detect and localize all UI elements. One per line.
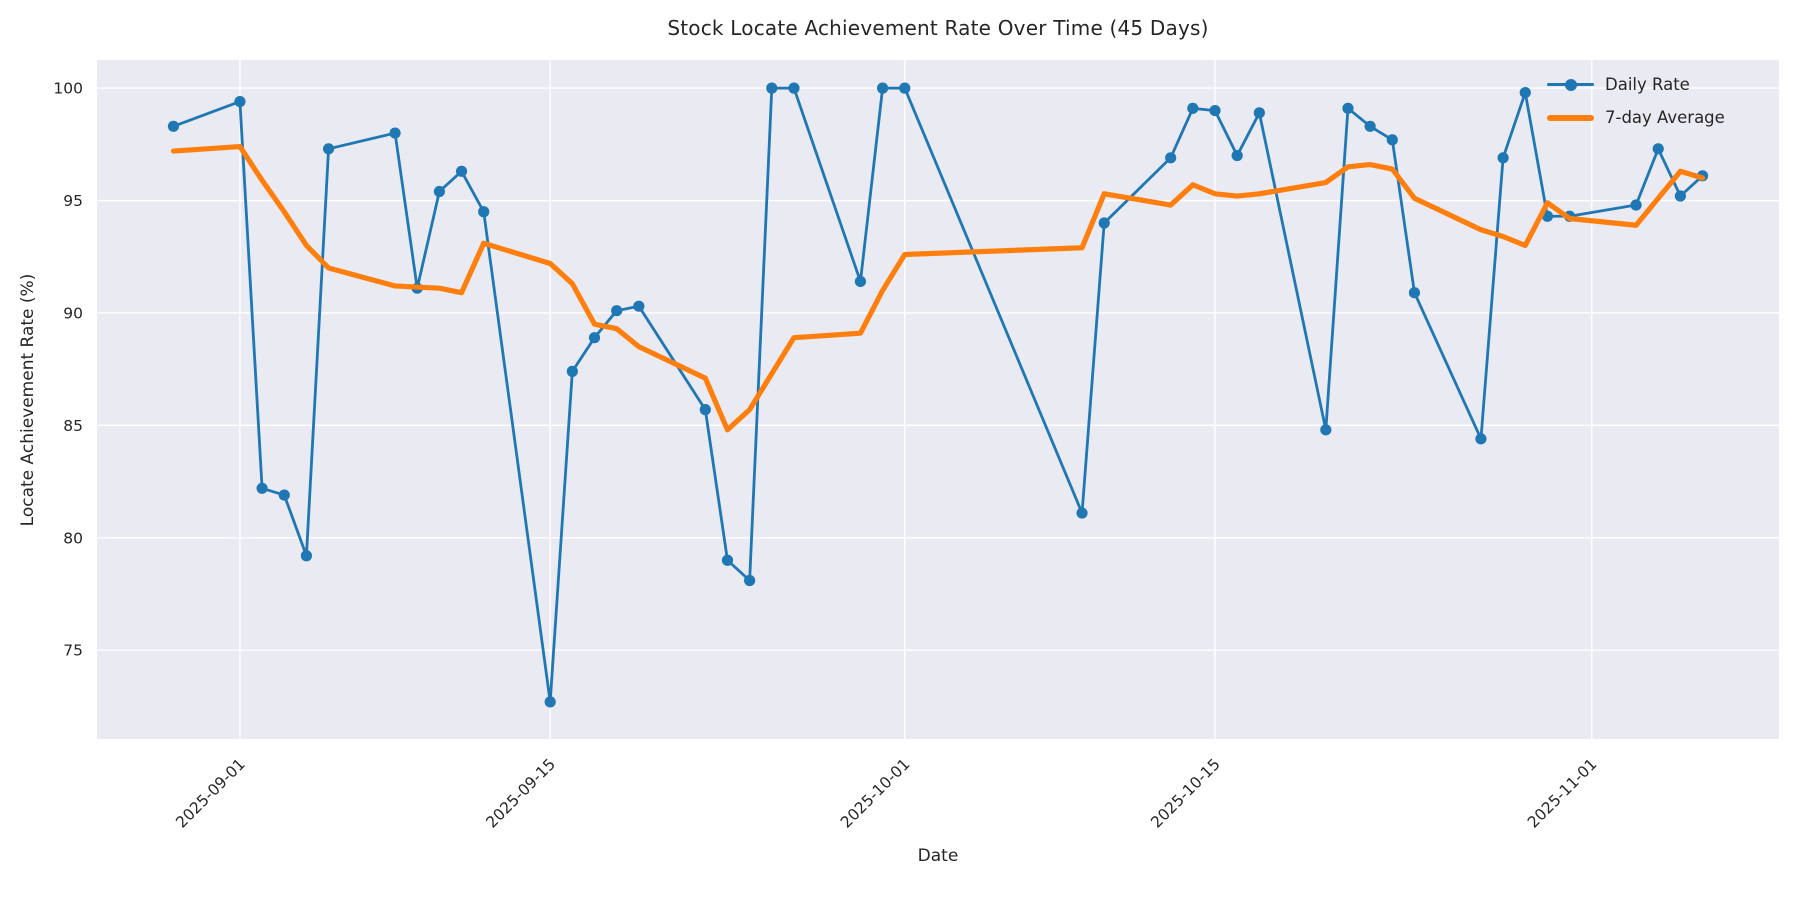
daily-rate-point [744, 574, 756, 587]
daily-rate-point [1630, 199, 1642, 211]
daily-rate-point [876, 82, 889, 94]
y-tick-label: 80 [63, 529, 83, 547]
x-tick-label: 2025-09-01 [172, 755, 248, 831]
daily-rate-point [278, 489, 290, 501]
plot-area-background [97, 60, 1779, 739]
daily-rate-point [1408, 287, 1421, 299]
daily-rate-point [788, 82, 800, 94]
daily-rate-point [699, 404, 711, 416]
y-tick-label: 100 [53, 80, 83, 98]
daily-rate-point [766, 82, 778, 94]
daily-rate-point [1209, 104, 1221, 117]
legend-label-7day-average: 7-day Average [1605, 108, 1725, 127]
daily-rate-point [1652, 143, 1664, 155]
daily-rate-point [478, 206, 490, 218]
x-tick-label: 2025-10-01 [837, 755, 913, 831]
daily-rate-point [256, 482, 268, 494]
daily-rate-point [1342, 102, 1354, 114]
daily-rate-point [611, 305, 623, 317]
daily-rate-point [854, 275, 867, 288]
daily-rate-point [234, 95, 246, 108]
daily-rate-point [167, 120, 180, 132]
legend-item-daily-rate: Daily Rate [1547, 68, 1725, 101]
seven-day-average-line [170, 143, 1706, 433]
daily-rate-point [1674, 190, 1686, 202]
daily-rate-point [1165, 152, 1177, 164]
y-tick-label: 90 [63, 304, 83, 322]
legend: Daily Rate 7-day Average [1547, 68, 1725, 134]
daily-rate-point [1475, 433, 1487, 445]
legend-label-daily-rate: Daily Rate [1605, 75, 1690, 94]
average-line-icon [1547, 114, 1594, 121]
daily-rate-point [721, 554, 734, 566]
daily-rate-point [1187, 102, 1199, 114]
daily-rate-point [1386, 134, 1398, 146]
x-tick-label: 2025-09-15 [483, 755, 559, 831]
y-axis-label: Locate Achievement Rate (%) [18, 273, 38, 527]
daily-rate-point [455, 165, 468, 177]
chart-title: Stock Locate Achievement Rate Over Time … [667, 16, 1209, 40]
daily-rate-point [544, 696, 556, 708]
daily-rate-point [633, 300, 645, 312]
daily-rate-point [1519, 87, 1531, 99]
daily-rate-point [1076, 507, 1088, 519]
daily-rate-line-marker-icon [1547, 78, 1594, 91]
daily-rate-point [1364, 120, 1376, 132]
daily-rate-point [322, 143, 335, 155]
x-tick-label: 2025-10-15 [1147, 755, 1223, 831]
legend-item-7day-average: 7-day Average [1547, 101, 1725, 134]
daily-rate-point [389, 127, 401, 139]
daily-rate-point [1098, 217, 1110, 229]
y-tick-label: 75 [63, 642, 83, 660]
daily-rate-point [566, 365, 578, 377]
daily-rate-dot-icon [1564, 78, 1577, 91]
daily-rate-point [1497, 152, 1509, 164]
daily-rate-point [300, 550, 313, 562]
x-axis-label: Date [917, 846, 959, 866]
daily-rate-point [1320, 424, 1332, 436]
x-tick-label: 2025-11-01 [1524, 755, 1600, 831]
y-tick-label: 85 [63, 417, 83, 435]
daily-rate-point [433, 185, 445, 198]
daily-rate-point [899, 82, 911, 94]
y-tick-label: 95 [63, 192, 83, 210]
daily-rate-point [588, 332, 601, 344]
daily-rate-point [1231, 149, 1243, 162]
daily-rate-point [1253, 107, 1265, 119]
